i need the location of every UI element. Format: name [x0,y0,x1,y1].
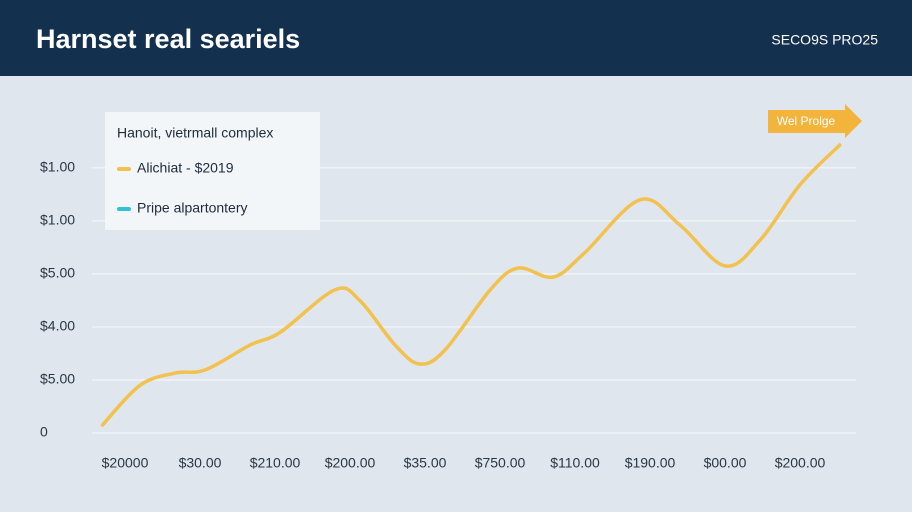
header [0,0,912,76]
x-tick-label: $750.00 [475,455,526,471]
x-tick-label: $35.00 [404,455,447,471]
chart-title: Harnset real seariels [36,24,300,54]
legend-label: Pripe alpartontery [137,200,248,216]
x-tick-label: $00.00 [704,455,747,471]
x-tick-label: $30.00 [179,455,222,471]
y-tick-label: 0 [40,424,48,440]
legend-title: Hanoit, vietrmall complex [117,125,273,141]
legend: Alichiat - $2019 Pripe alpartontery [117,160,248,216]
legend-box [105,112,320,230]
x-tick-label: $200.00 [775,455,826,471]
badge: SECO9S PRO25 [771,32,878,48]
x-tick-label: $190.00 [625,455,676,471]
x-tick-label: $200.00 [325,455,376,471]
grid: 0 $5.00 $4.00 $5.00 $1.00 $1.00 $20000 $30.00 $2… [40,159,856,471]
y-tick-label: $4.00 [40,318,75,334]
series-line [100,143,842,427]
annotation: Wel Prolge [777,114,836,128]
plot [100,143,842,427]
x-tick-label: $110.00 [550,455,600,471]
y-tick-label: $5.00 [40,265,75,281]
y-tick-label: $5.00 [40,371,75,387]
y-tick-label: $1.00 [40,212,75,228]
y-tick-label: $1.00 [40,159,75,175]
annotation-arrow [768,104,862,138]
x-tick-label: $20000 [102,455,149,471]
x-tick-label: $210.00 [250,455,301,471]
legend-label: Alichiat - $2019 [137,160,234,176]
